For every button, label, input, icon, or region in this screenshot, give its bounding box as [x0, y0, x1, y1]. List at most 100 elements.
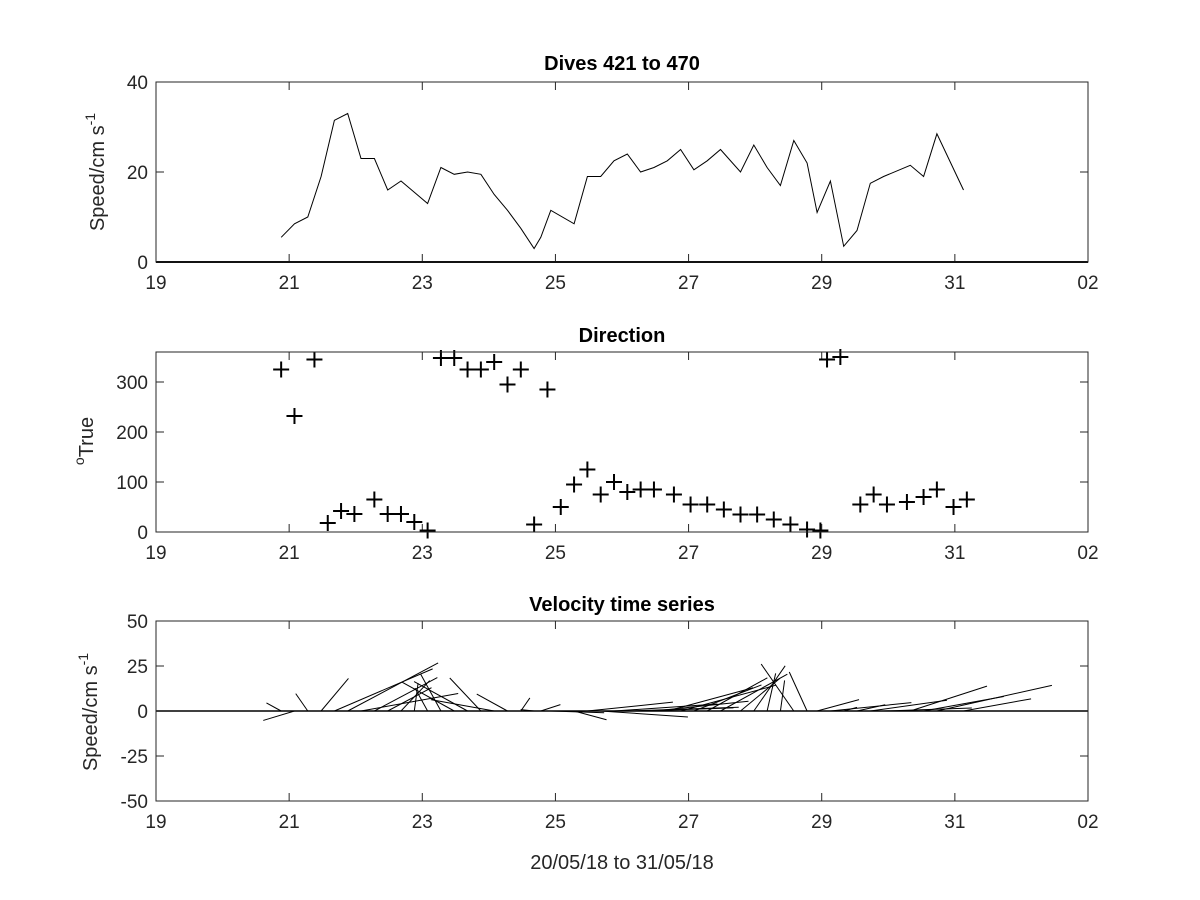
velocity-panel-y-ticks: -50 -25 0 25 50	[121, 612, 1088, 813]
velocity-stick	[400, 680, 431, 712]
speed-panel-x-tick-label: 21	[279, 273, 300, 294]
velocity-panel-x-tick-label: 23	[412, 812, 433, 833]
direction-point	[619, 484, 636, 500]
direction-point	[446, 350, 463, 366]
direction-panel-x-tick-label: 31	[944, 543, 965, 564]
direction-point	[499, 376, 516, 393]
speed-panel-ylabel-sup: -1	[82, 113, 98, 126]
velocity-stick	[320, 678, 349, 712]
direction-point	[419, 522, 436, 539]
velocity-panel-y-tick-label: -50	[121, 792, 148, 813]
velocity-stick	[420, 673, 442, 712]
direction-point	[606, 474, 623, 490]
direction-point	[406, 514, 423, 530]
direction-point	[366, 491, 383, 508]
direction-point	[852, 496, 869, 513]
velocity-stick	[401, 681, 455, 712]
direction-panel-x-ticks: 19 21 23 25 27 29 31 02	[145, 352, 1099, 564]
velocity-stick	[266, 702, 282, 712]
direction-point	[699, 496, 716, 513]
direction-point	[765, 511, 782, 528]
velocity-stick	[520, 697, 531, 712]
velocity-stick	[295, 693, 309, 712]
direction-panel-plot-area	[273, 349, 975, 539]
velocity-panel-x-tick-label: 02	[1077, 812, 1098, 833]
direction-panel-ylabel-sup: o	[71, 457, 87, 465]
velocity-stick	[347, 662, 439, 712]
direction-panel-x-tick-label: 19	[145, 543, 166, 564]
direction-panel-x-tick-label: 02	[1077, 543, 1098, 564]
direction-point	[566, 476, 583, 493]
direction-panel-x-tick-label: 29	[811, 543, 832, 564]
velocity-stick	[573, 710, 607, 721]
velocity-stick	[883, 707, 972, 712]
velocity-stick	[430, 699, 495, 712]
direction-point	[878, 496, 895, 513]
velocity-panel-x-tick-label: 21	[279, 812, 300, 833]
velocity-stick	[963, 698, 1032, 712]
velocity-stick	[766, 673, 777, 712]
direction-point	[665, 486, 682, 503]
figure-xlabel: 20/05/18 to 31/05/18	[530, 852, 714, 874]
direction-point	[286, 408, 303, 424]
velocity-stick	[870, 699, 948, 712]
direction-point	[472, 361, 489, 378]
speed-panel-y-tick-label: 20	[127, 163, 148, 184]
direction-panel-title: Direction	[579, 325, 666, 347]
velocity-stick	[856, 704, 886, 712]
velocity-stick	[334, 668, 433, 712]
direction-panel-axes-box	[155, 351, 1089, 533]
direction-point	[682, 496, 699, 513]
velocity-panel-y-tick-label: 25	[127, 657, 148, 678]
speed-panel-x-tick-label: 27	[678, 273, 699, 294]
direction-point	[865, 486, 882, 503]
direction-panel-x-tick-label: 21	[279, 543, 300, 564]
direction-point	[552, 499, 569, 515]
velocity-stick	[613, 703, 718, 712]
direction-point	[782, 516, 799, 533]
velocity-stick	[788, 671, 808, 712]
velocity-stick	[779, 680, 786, 712]
speed-panel-x-ticks: 19 21 23 25 27 29 31 02	[145, 82, 1099, 294]
velocity-stick	[706, 677, 768, 712]
velocity-panel-x-tick-label: 29	[811, 812, 832, 833]
direction-panel-y-tick-label: 0	[137, 523, 148, 544]
velocity-stick	[816, 699, 860, 712]
speed-panel-ylabel: Speed/cm s-1	[82, 113, 109, 231]
velocity-stick	[449, 677, 482, 712]
direction-panel-x-tick-label: 25	[545, 543, 566, 564]
speed-panel-y-ticks: 0 20 40	[127, 73, 1088, 274]
velocity-stick	[600, 710, 688, 718]
direction-point	[526, 516, 543, 533]
velocity-stick	[753, 665, 786, 712]
velocity-stick	[830, 702, 912, 712]
speed-panel-x-tick-label: 23	[412, 273, 433, 294]
velocity-panel-x-tick-label: 31	[944, 812, 965, 833]
direction-panel-ylabel-text: True	[76, 417, 98, 457]
velocity-stick	[263, 710, 295, 721]
velocity-stick	[413, 683, 419, 712]
velocity-panel-x-tick-label: 27	[678, 812, 699, 833]
direction-point	[273, 361, 290, 378]
direction-panel: Direction oTrue 19 21 23 25 27 29 31 02 0 100 200…	[71, 325, 1099, 564]
velocity-stick	[653, 700, 749, 712]
direction-point	[579, 461, 596, 478]
direction-point	[306, 351, 323, 368]
direction-panel-ylabel: oTrue	[71, 417, 98, 465]
velocity-stick	[414, 687, 429, 712]
velocity-stick	[387, 687, 432, 712]
speed-panel-title: Dives 421 to 470	[544, 53, 700, 75]
speed-panel-y-tick-label: 0	[137, 253, 148, 274]
velocity-stick	[936, 684, 1053, 712]
velocity-stick	[693, 684, 762, 712]
direction-point	[819, 351, 836, 368]
direction-point	[928, 481, 945, 498]
direction-point	[715, 501, 732, 518]
direction-panel-x-tick-label: 27	[678, 543, 699, 564]
direction-point	[832, 349, 849, 365]
velocity-panel-axes-box	[155, 620, 1089, 802]
direction-point	[539, 381, 556, 398]
speed-panel-x-tick-label: 02	[1077, 273, 1098, 294]
direction-point	[898, 494, 915, 510]
velocity-panel-y-tick-label: -25	[121, 747, 148, 768]
